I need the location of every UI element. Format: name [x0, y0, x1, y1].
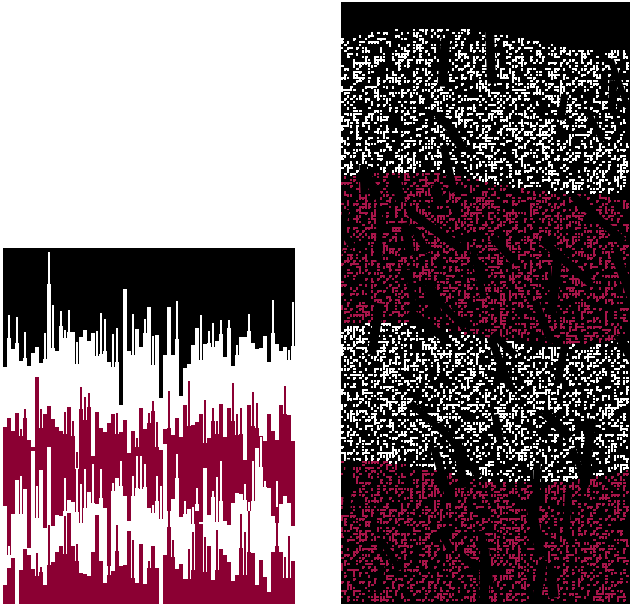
deposition-panel-ballistic	[3, 248, 295, 604]
dendritic-deposition-pattern	[341, 2, 630, 604]
deposition-panel-dendritic	[341, 2, 630, 604]
ballistic-deposition-pattern	[3, 248, 295, 604]
